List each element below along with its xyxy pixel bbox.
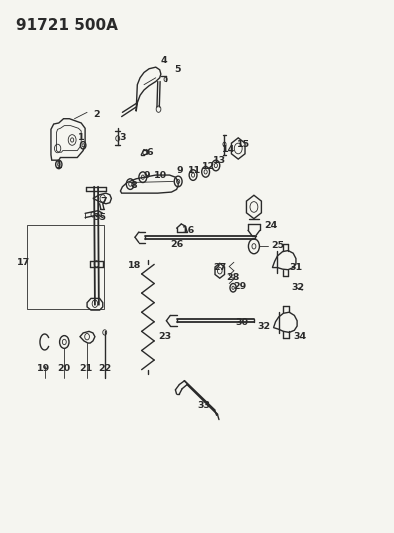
Text: 20: 20 <box>58 364 71 373</box>
Text: 9: 9 <box>176 166 183 175</box>
Text: 9: 9 <box>143 171 150 180</box>
Text: 2: 2 <box>93 110 100 119</box>
Text: 22: 22 <box>98 364 112 373</box>
Text: 33: 33 <box>197 401 210 410</box>
Text: 3: 3 <box>119 133 126 142</box>
Text: 32: 32 <box>292 283 305 292</box>
Text: 26: 26 <box>170 240 183 249</box>
Text: 5: 5 <box>174 66 180 74</box>
Text: 14: 14 <box>222 145 235 154</box>
Text: 10: 10 <box>154 171 167 180</box>
Text: 31: 31 <box>289 263 303 272</box>
Text: 4: 4 <box>160 56 167 64</box>
Text: 7: 7 <box>100 197 107 206</box>
Bar <box>28 225 104 309</box>
Text: 1: 1 <box>56 161 62 170</box>
Text: 21: 21 <box>80 364 93 373</box>
Text: 13: 13 <box>213 156 226 165</box>
Text: 29: 29 <box>233 282 246 291</box>
Text: 34: 34 <box>293 332 307 341</box>
Text: 32: 32 <box>257 321 270 330</box>
Text: 27: 27 <box>213 263 227 272</box>
Text: 30: 30 <box>236 318 249 327</box>
Text: 35: 35 <box>93 213 106 222</box>
Text: 15: 15 <box>237 140 250 149</box>
Text: 24: 24 <box>264 221 277 230</box>
Text: 16: 16 <box>182 226 195 235</box>
Text: 17: 17 <box>17 258 30 266</box>
Text: 12: 12 <box>202 162 216 171</box>
Text: 23: 23 <box>158 332 171 341</box>
Text: 91721 500A: 91721 500A <box>17 18 118 33</box>
Text: 8: 8 <box>130 181 137 190</box>
Text: 28: 28 <box>227 273 240 281</box>
Text: 6: 6 <box>147 148 153 157</box>
Text: 11: 11 <box>188 166 202 175</box>
Text: 25: 25 <box>271 241 284 250</box>
Text: 1: 1 <box>78 133 84 142</box>
Text: 18: 18 <box>128 261 141 270</box>
Text: 19: 19 <box>37 364 50 373</box>
